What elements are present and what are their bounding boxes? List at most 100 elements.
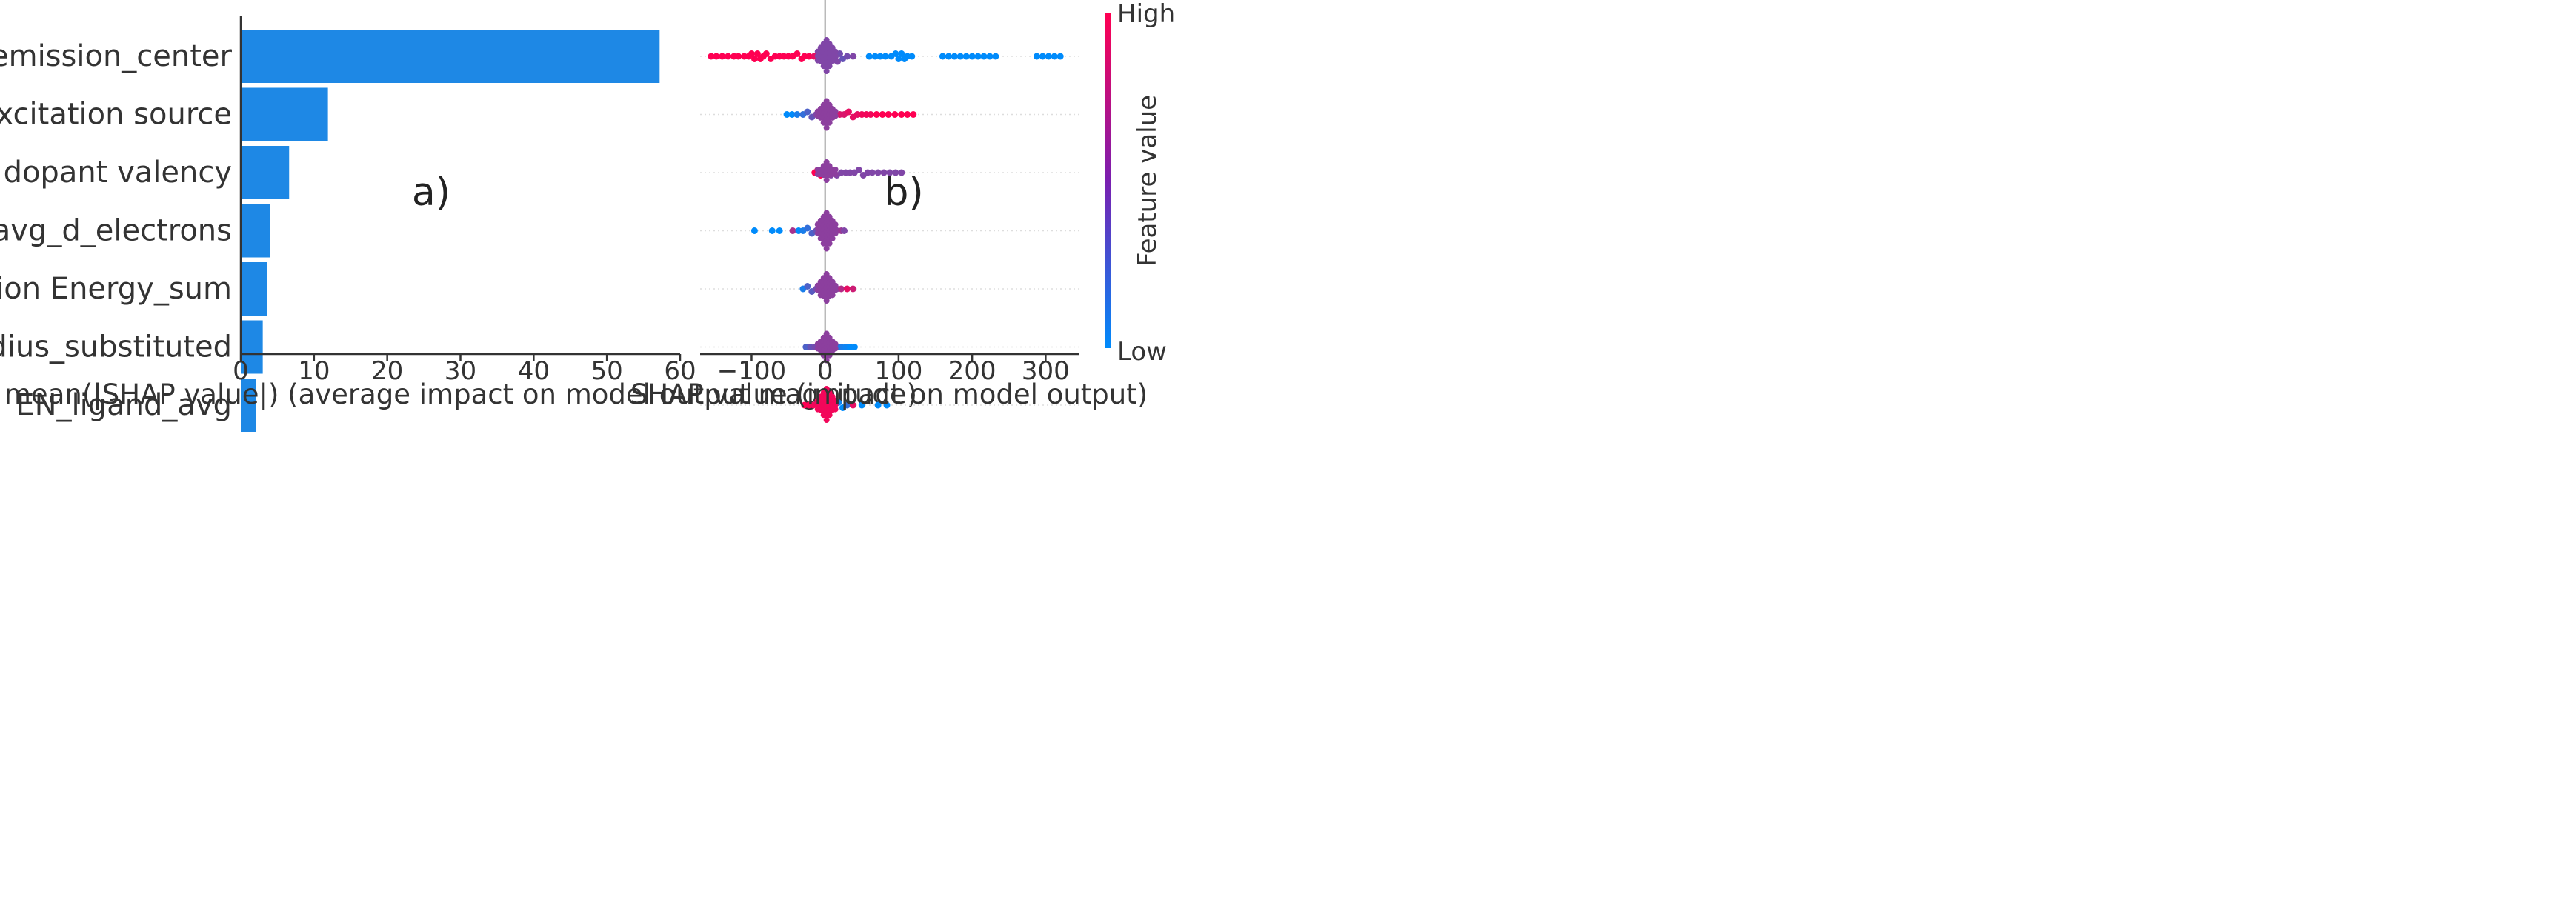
- swarm-point-3-16: [840, 227, 848, 234]
- swarm-core-point-0-33: [832, 57, 839, 64]
- swarm-point-0-10: [753, 50, 761, 57]
- swarm-point-5-12: [851, 344, 858, 350]
- swarm-core-point-4-27: [832, 282, 839, 289]
- bar-x-axis-label: mean(|SHAP value|) (average impact on mo…: [4, 379, 917, 410]
- swarm-point-1-16: [845, 108, 852, 116]
- swarm-point-0-56: [986, 53, 994, 60]
- bar-x-tick-label-5: 50: [591, 356, 623, 386]
- swarm-point-0-23: [805, 53, 813, 60]
- feature-label-3: avg_d_electrons: [0, 214, 232, 248]
- feature-label-4: Ionization Energy_sum: [0, 272, 232, 306]
- swarm-point-6-13: [858, 401, 865, 409]
- bar-x-tick-label-3: 30: [445, 356, 476, 386]
- swarm-core-point-0-31: [832, 48, 839, 55]
- swarm-point-0-53: [968, 53, 976, 60]
- swarm-point-3-0: [750, 227, 758, 234]
- swarm-point-3-3: [789, 227, 796, 234]
- swarm-point-0-52: [962, 53, 970, 60]
- swarm-core-point-2-17: [832, 167, 839, 173]
- swarm-row-1: [783, 108, 917, 121]
- swarm-point-0-37: [865, 53, 873, 60]
- swarm-point-4-10: [838, 285, 845, 293]
- feature-label-6: EN_ligand_avg: [16, 388, 232, 422]
- bar-4: [241, 262, 267, 316]
- bar-1: [241, 87, 328, 141]
- swarm-x-tick-label-0: −100: [717, 356, 786, 386]
- swarm-point-0-36: [849, 53, 856, 60]
- feature-label-2: 1st dopant valency: [0, 156, 232, 190]
- swarm-point-0-57: [992, 53, 999, 60]
- swarm-point-0-62: [1056, 53, 1064, 60]
- swarm-point-1-4: [804, 108, 811, 116]
- swarm-point-1-24: [885, 111, 892, 118]
- bar-5: [241, 320, 263, 374]
- swarm-point-3-2: [776, 227, 783, 234]
- swarm-core-point-6-33: [832, 406, 839, 413]
- swarm-core-point-4-28: [832, 287, 839, 293]
- swarm-point-0-54: [974, 53, 982, 60]
- swarm-point-0-0: [708, 53, 715, 60]
- panel-label-a: a): [412, 170, 450, 215]
- swarm-point-0-60: [1045, 53, 1052, 60]
- swarm-point-0-5: [735, 53, 742, 60]
- swarm-core-point-6-26: [826, 412, 833, 419]
- swarm-point-0-35: [843, 53, 851, 60]
- swarm-point-0-38: [871, 53, 879, 60]
- swarm-point-0-39: [876, 53, 884, 60]
- swarm-x-tick-label-3: 200: [948, 356, 996, 386]
- swarm-point-0-9: [750, 56, 758, 62]
- bar-x-tick-label-2: 20: [371, 356, 403, 386]
- swarm-core-point-3-35: [829, 235, 836, 241]
- swarm-row-0: [708, 47, 1064, 65]
- swarm-core-point-3-30: [826, 240, 833, 247]
- swarm-point-1-21: [867, 111, 874, 118]
- swarm-core-point-1-21: [826, 119, 833, 126]
- swarm-point-1-26: [898, 111, 905, 118]
- swarm-point-2-16: [868, 169, 876, 176]
- swarm-point-0-2: [719, 53, 726, 60]
- swarm-point-0-43: [895, 56, 902, 62]
- swarm-point-2-18: [880, 169, 888, 176]
- swarm-point-0-48: [939, 53, 946, 60]
- swarm-core-6: [814, 386, 839, 423]
- colorbar: [1105, 13, 1111, 348]
- swarm-core-1: [814, 98, 839, 131]
- swarm-point-2-19: [886, 169, 893, 176]
- swarm-point-4-1: [804, 283, 811, 290]
- swarm-point-1-2: [793, 111, 801, 118]
- swarm-x-tick-label-1: 0: [817, 356, 833, 386]
- swarm-point-4-12: [849, 285, 856, 293]
- swarm-point-6-14: [874, 401, 882, 409]
- swarm-point-0-13: [762, 50, 770, 57]
- swarm-point-2-20: [892, 169, 899, 176]
- swarm-x-axis-label: SHAP value (impact on model output): [630, 379, 1148, 410]
- swarm-core-point-3-37: [832, 226, 839, 233]
- bar-x-tick-label-0: 0: [233, 356, 249, 386]
- swarm-point-6-12: [849, 401, 856, 409]
- swarm-core-point-4-26: [829, 292, 836, 299]
- swarm-point-0-61: [1051, 53, 1058, 60]
- feature-label-1: Excitation source: [0, 98, 232, 132]
- swarm-x-tick-label-4: 300: [1022, 356, 1070, 386]
- swarm-core-4: [814, 271, 839, 304]
- swarm-point-1-25: [891, 111, 899, 118]
- feature-label-5: ionic_radius_substituted: [0, 330, 232, 364]
- swarm-point-0-58: [1033, 53, 1040, 60]
- swarm-point-0-3: [725, 53, 732, 60]
- swarm-point-6-15: [883, 401, 891, 409]
- swarm-core-point-0-32: [832, 53, 839, 59]
- swarm-core-point-6-32: [832, 401, 839, 408]
- swarm-point-1-28: [910, 111, 917, 118]
- swarm-core-point-2-11: [823, 177, 830, 183]
- swarm-core-point-0-26: [826, 63, 833, 70]
- swarm-point-2-13: [855, 167, 862, 173]
- swarm-core-point-1-26: [832, 113, 839, 119]
- swarm-point-3-1: [768, 227, 776, 234]
- bar-3: [241, 204, 270, 258]
- swarm-core-point-6-20: [823, 417, 830, 423]
- swarm-core-point-0-20: [823, 68, 830, 74]
- swarm-point-6-11: [843, 401, 851, 409]
- swarm-point-0-40: [882, 53, 889, 60]
- swarm-point-0-49: [945, 53, 952, 60]
- swarm-point-0-8: [748, 50, 755, 57]
